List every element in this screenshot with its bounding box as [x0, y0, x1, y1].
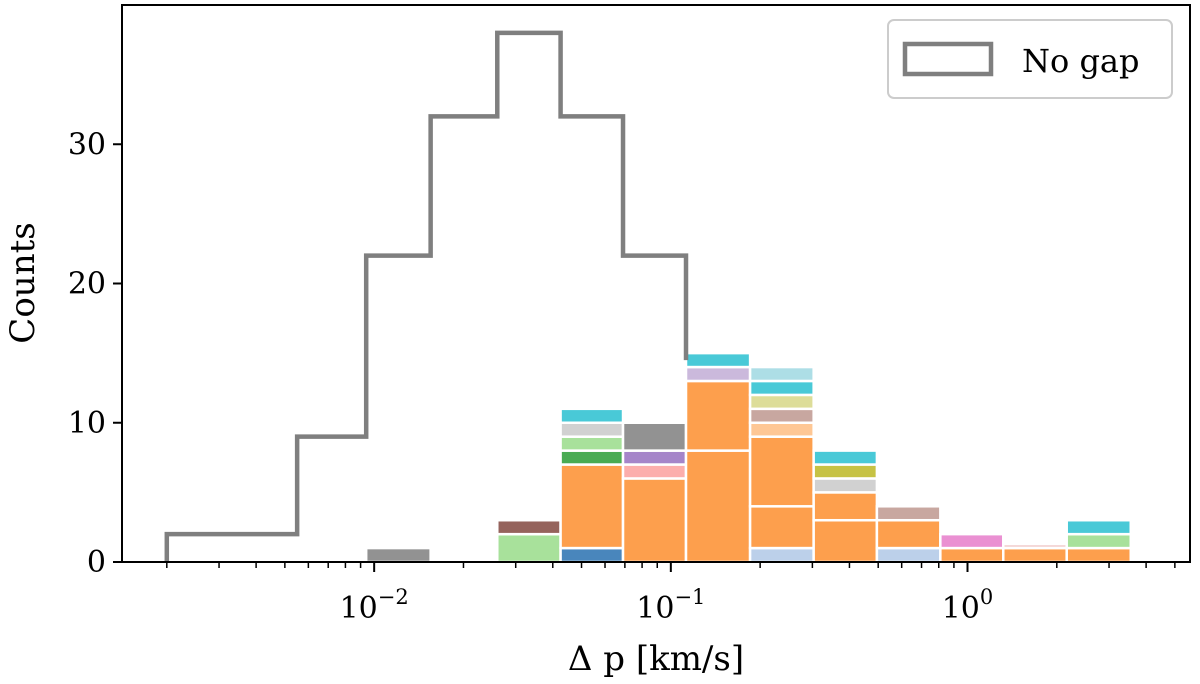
bar-segment-bin-13-0	[1002, 546, 1068, 564]
bar-segment-bin-9-5	[748, 393, 815, 411]
stacked-bars	[364, 351, 1132, 564]
no-gap-histogram-line	[164, 30, 689, 562]
y-tick-label-10: 10	[68, 406, 106, 441]
bar-segment-bin-6-4	[559, 421, 625, 438]
bar-segment-bin-10-2	[812, 477, 879, 494]
bar-segment-bin-8-2	[684, 365, 752, 383]
bar-segment-bin-10-3	[812, 463, 879, 480]
x-tick-label-0.1: 10−1	[636, 585, 705, 626]
bar-segment-bin-9-7	[748, 365, 815, 383]
bar-segment-bin-9-3	[748, 421, 815, 438]
bar-segment-bin-8-1	[684, 379, 752, 452]
x-tick-label-1: 100	[942, 585, 994, 626]
legend-swatch	[902, 41, 994, 77]
bar-segment-bin-9-1	[748, 505, 815, 550]
y-tick-label-0: 0	[87, 545, 106, 580]
bar-segment-bin-8-0	[684, 449, 752, 564]
y-tick-label-20: 20	[68, 267, 106, 302]
bar-segment-bin-9-2	[748, 435, 815, 508]
x-tick-label-0.01: 10−2	[340, 585, 409, 626]
bar-segment-bin-6-2	[559, 449, 625, 466]
bar-segment-bin-9-4	[748, 407, 815, 425]
y-axis: 0 10 20 30	[68, 127, 122, 580]
bar-segment-bin-6-3	[559, 435, 625, 452]
bar-segment-bin-3-0	[364, 546, 432, 564]
bar-segment-bin-6-1	[559, 463, 625, 550]
x-axis: 10−2 10−1 100	[166, 562, 1176, 626]
y-tick-label-30: 30	[68, 127, 106, 162]
bar-segment-bin-7-1	[621, 463, 688, 480]
bar-segment-bin-9-6	[748, 379, 815, 397]
legend-box	[887, 19, 1173, 99]
legend: No gap	[887, 19, 1173, 99]
bar-segment-bin-5-0	[496, 532, 562, 564]
bar-segment-bin-12-0	[939, 546, 1005, 564]
bar-segment-bin-12-1	[939, 532, 1005, 550]
bar-segment-bin-6-0	[559, 546, 625, 564]
bar-segment-bin-8-3	[684, 351, 752, 369]
bar-segment-bin-10-1	[812, 491, 879, 522]
bar-segment-bin-6-5	[559, 407, 625, 425]
bar-segment-bin-14-1	[1065, 532, 1132, 550]
bar-segment-bin-14-0	[1065, 546, 1132, 564]
bar-segment-bin-14-2	[1065, 518, 1132, 536]
bar-segment-bin-10-0	[812, 518, 879, 564]
bar-segment-bin-5-1	[496, 518, 562, 536]
bar-segment-bin-11-2	[875, 505, 942, 522]
bar-segment-bin-7-2	[621, 449, 688, 466]
y-axis-label: Counts	[3, 222, 43, 343]
bar-segment-bin-13-1	[1002, 542, 1068, 550]
bar-segment-bin-10-4	[812, 449, 879, 466]
legend-label: No gap	[1022, 42, 1139, 80]
bar-segment-bin-7-3	[621, 421, 688, 452]
bar-segment-bin-7-0	[621, 477, 688, 564]
bar-segment-bin-9-0	[748, 546, 815, 564]
x-axis-label: Δ p [km/s]	[568, 639, 744, 679]
bar-segment-bin-11-1	[875, 518, 942, 550]
bar-segment-bin-11-0	[875, 546, 942, 564]
